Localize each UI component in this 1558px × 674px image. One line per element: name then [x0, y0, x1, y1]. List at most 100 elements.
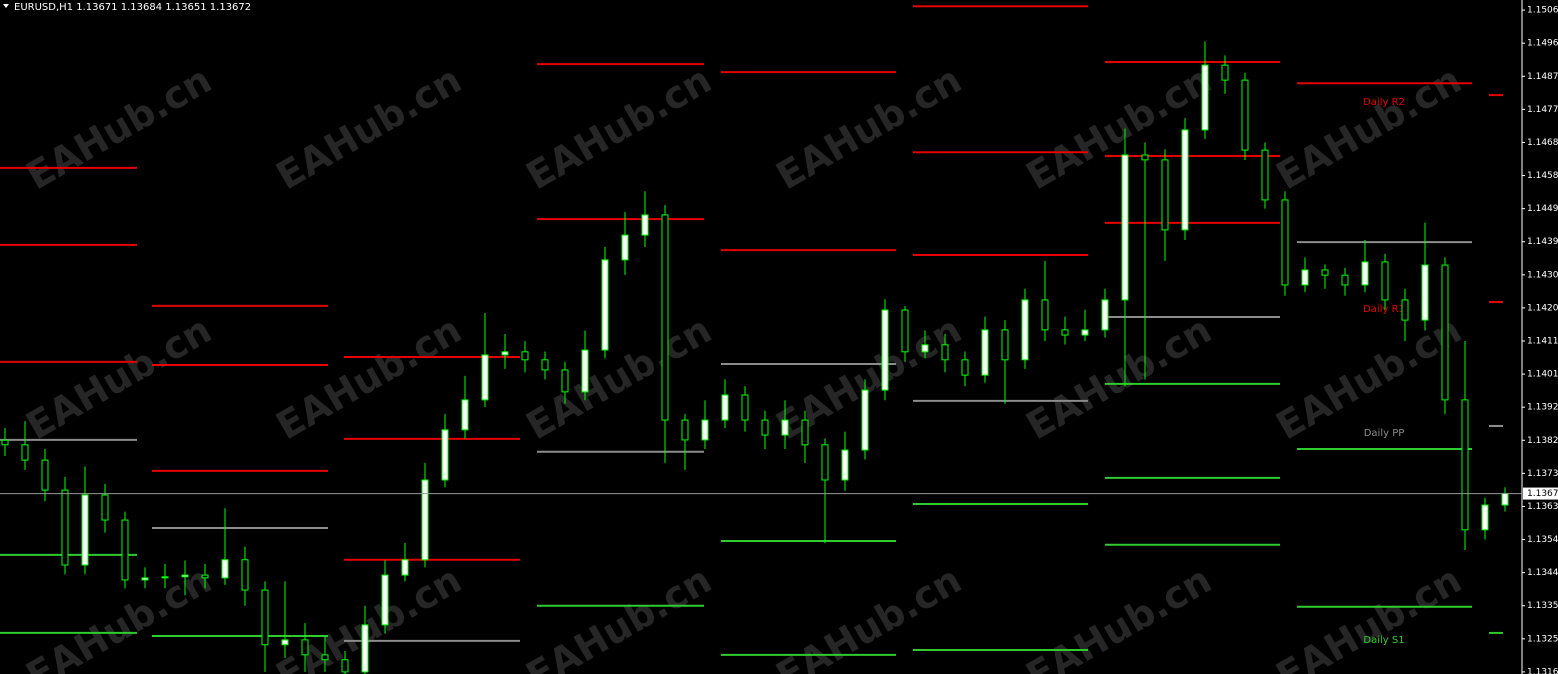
candle-body: [1281, 199, 1289, 286]
candle-body: [1221, 64, 1229, 81]
candle-body: [661, 214, 669, 421]
candle-body: [1461, 399, 1469, 531]
candle-body: [1321, 269, 1329, 276]
y-tick-label: 1.14585: [1527, 171, 1558, 181]
candle-body: [281, 639, 289, 646]
candle-body: [1081, 329, 1089, 336]
y-tick-label: 1.14965: [1527, 39, 1558, 49]
y-tick-label: 1.13445: [1527, 568, 1558, 578]
y-axis: 1.15060 1.14965 1.14870 1.14775 1.14680 1.145…: [1521, 0, 1558, 674]
candle-body: [221, 559, 229, 579]
candle-body: [541, 359, 549, 371]
candles: [1, 41, 1509, 674]
pivot-label: Daily R1: [1363, 304, 1405, 315]
candle-body: [561, 369, 569, 393]
candle-body: [81, 494, 89, 566]
candle-body: [321, 654, 329, 661]
y-tick-label: 1.13350: [1527, 601, 1558, 611]
candle-body: [741, 394, 749, 421]
chart-title: EURUSD,H1 1.13671 1.13684 1.13651 1.1367…: [14, 2, 251, 13]
candle-body: [841, 449, 849, 481]
candle-body: [1241, 79, 1249, 151]
candle-body: [1421, 264, 1429, 321]
candle-body: [861, 389, 869, 451]
axis-panel: [1522, 0, 1558, 674]
current-price-box: [1523, 487, 1558, 500]
candle-body: [241, 559, 249, 591]
candle-body: [701, 419, 709, 441]
candle-body: [1201, 64, 1209, 131]
candle-body: [1, 439, 9, 446]
candle-body: [421, 479, 429, 561]
candle-body: [1121, 154, 1129, 301]
candle-body: [501, 351, 509, 356]
y-tick-label: 1.13825: [1527, 436, 1558, 446]
candle-body: [301, 639, 309, 656]
candle-body: [1261, 149, 1269, 201]
candle-body: [361, 624, 369, 673]
candle-body: [161, 576, 169, 579]
candle-body: [981, 329, 989, 376]
y-tick-label: 1.14110: [1527, 337, 1558, 347]
candle-body: [341, 659, 349, 673]
candle-body: [581, 349, 589, 393]
candle-body: [921, 344, 929, 353]
candle-body: [381, 574, 389, 626]
candle-body: [1141, 154, 1149, 161]
candle-body: [761, 419, 769, 436]
candle-body: [1361, 261, 1369, 286]
candle-body: [101, 494, 109, 521]
y-tick-label: 1.14775: [1527, 105, 1558, 115]
current-price-label: 1.13672: [1527, 489, 1558, 499]
candle-body: [401, 559, 409, 576]
candle-body: [1501, 493, 1509, 506]
y-tick-label: 1.14490: [1527, 204, 1558, 214]
y-tick-label: 1.13730: [1527, 469, 1558, 479]
candle-body: [821, 444, 829, 481]
y-tick-label: 1.14680: [1527, 138, 1558, 148]
candle-body: [1181, 129, 1189, 231]
candle-body: [181, 574, 189, 578]
candle-body: [941, 344, 949, 361]
candle-body: [721, 394, 729, 421]
candle-body: [1341, 274, 1349, 286]
candle-body: [201, 574, 209, 579]
y-tick-label: 1.13540: [1527, 535, 1558, 545]
y-tick-label: 1.13635: [1527, 502, 1558, 512]
candle-body: [481, 354, 489, 401]
y-tick-label: 1.14205: [1527, 303, 1558, 313]
candle-body: [641, 214, 649, 236]
candle-body: [21, 444, 29, 461]
candle-body: [141, 577, 149, 581]
candle-body: [1041, 299, 1049, 331]
candle-body: [901, 309, 909, 353]
candle-body: [681, 419, 689, 441]
candle-body: [1301, 269, 1309, 286]
candle-body: [261, 589, 269, 646]
candle-body: [1061, 329, 1069, 336]
y-tick-label: 1.14015: [1527, 370, 1558, 380]
pivot-lines: Daily R1 Daily R2 Daily PP Daily S1: [0, 5, 1503, 656]
y-tick-label: 1.13920: [1527, 403, 1558, 413]
menu-arrow: [3, 4, 9, 8]
candle-body: [1401, 299, 1409, 321]
candle-body: [961, 359, 969, 376]
pivot-label: Daily S1: [1363, 635, 1404, 646]
candle-body: [1021, 299, 1029, 361]
y-tick-label: 1.14870: [1527, 72, 1558, 82]
y-tick-label: 1.14395: [1527, 237, 1558, 247]
y-tick-label: 1.13160: [1527, 667, 1558, 674]
candle-body: [801, 419, 809, 446]
candle-body: [121, 519, 129, 581]
candle-body: [521, 351, 529, 361]
candle-body: [1001, 329, 1009, 361]
candle-body: [1161, 159, 1169, 231]
pivot-label: Daily PP: [1364, 428, 1405, 439]
y-tick-label: 1.15060: [1527, 6, 1558, 16]
candle-body: [41, 459, 49, 491]
candle-body: [441, 429, 449, 481]
candle-body: [781, 419, 789, 436]
y-tick-label: 1.13255: [1527, 634, 1558, 644]
candle-body: [601, 259, 609, 351]
